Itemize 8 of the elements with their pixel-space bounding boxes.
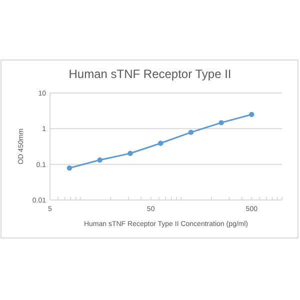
point [249, 112, 254, 118]
point [188, 130, 194, 135]
point [97, 157, 102, 163]
point [66, 165, 72, 171]
chart-title: Human sTNF Receptor Type II [68, 67, 232, 81]
point [218, 120, 224, 126]
point [158, 140, 164, 146]
point [128, 150, 133, 156]
